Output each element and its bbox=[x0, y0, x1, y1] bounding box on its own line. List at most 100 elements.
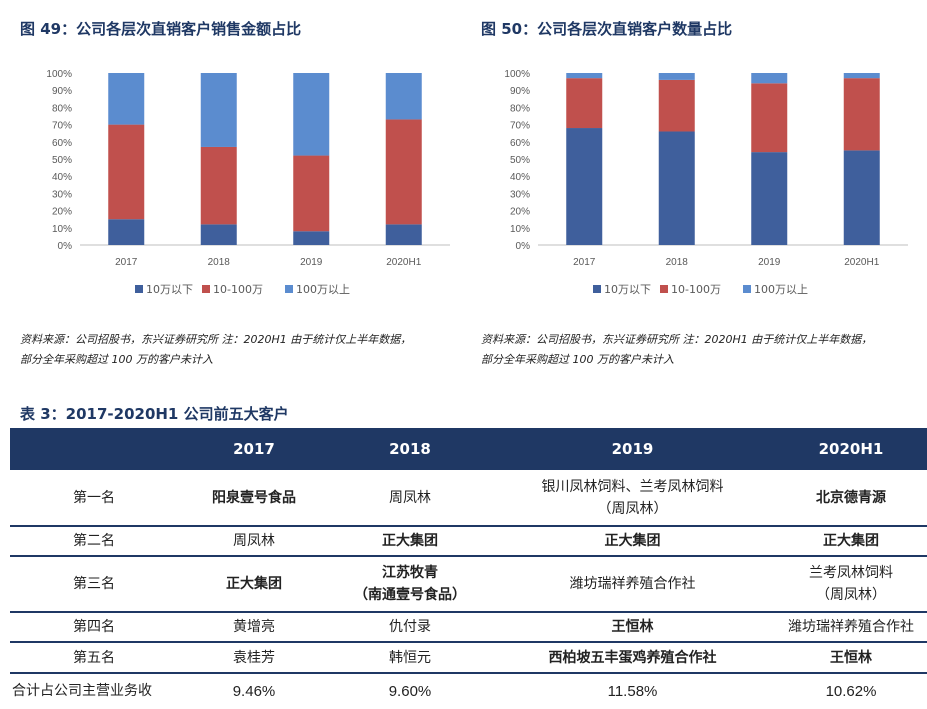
table-cell: 正大集团 bbox=[178, 556, 330, 613]
y-tick-label: 70% bbox=[510, 121, 530, 132]
header-cell: 2017 bbox=[178, 428, 330, 470]
figure-50-title: 图 50：公司各层次直销客户数量占比 bbox=[481, 20, 733, 38]
table-cell: 周凤林 bbox=[330, 470, 490, 527]
x-tick-label: 2020H1 bbox=[386, 257, 421, 268]
note-line-1: 资料来源：公司招股书，东兴证券研究所 注：2020H1 由于统计仅上半年数据， bbox=[481, 333, 873, 346]
figure-49-chart: 0% 10% 20% 30% 40% 50% 60% 70% 80% 90% 100% 2017 201… bbox=[20, 50, 460, 310]
bar-segment bbox=[385, 224, 422, 245]
y-tick-label: 80% bbox=[52, 103, 72, 114]
y-tick-label: 20% bbox=[510, 207, 530, 218]
legend-label: 100万以上 bbox=[754, 283, 808, 296]
x-tick-label: 2020H1 bbox=[844, 257, 879, 268]
legend-swatch bbox=[593, 285, 601, 293]
bar-segment bbox=[108, 124, 145, 220]
table-cell: 兰考凤林饲料 （周凤林） bbox=[775, 556, 927, 613]
legend-label: 10万以下 bbox=[146, 283, 193, 296]
chart-49-svg: 0% 10% 20% 30% 40% 50% 60% 70% 80% 90% 100% 2017 201… bbox=[46, 69, 450, 296]
table-cell: 潍坊瑞祥养殖合作社 bbox=[775, 612, 927, 643]
figure-49-title: 图 49：公司各层次直销客户销售金额占比 bbox=[20, 20, 302, 38]
bar-segment bbox=[751, 83, 788, 153]
legend-swatch bbox=[743, 285, 751, 293]
bar-segment bbox=[566, 73, 603, 79]
y-tick-label: 70% bbox=[52, 121, 72, 132]
bar-segment bbox=[385, 73, 422, 120]
table-cell: 银川凤林饲料、兰考凤林饲料 （周凤林） bbox=[490, 470, 775, 527]
row-label: 第二名 bbox=[10, 526, 178, 557]
bar-segment bbox=[108, 219, 145, 245]
figure-50-note: 资料来源：公司招股书，东兴证券研究所 注：2020H1 由于统计仅上半年数据， … bbox=[481, 330, 926, 370]
table-cell: 周凤林 bbox=[178, 526, 330, 557]
legend-label: 100万以上 bbox=[296, 283, 350, 296]
bar-segment bbox=[843, 150, 880, 245]
figure-49-note: 资料来源：公司招股书，东兴证券研究所 注：2020H1 由于统计仅上半年数据， … bbox=[20, 330, 465, 370]
y-tick-label: 20% bbox=[52, 207, 72, 218]
x-tick-label: 2017 bbox=[115, 257, 138, 268]
legend-label: 10-100万 bbox=[213, 283, 263, 296]
bar-segment bbox=[566, 78, 603, 129]
y-tick-label: 60% bbox=[52, 138, 72, 149]
bar-segment bbox=[566, 128, 603, 245]
cell-line: （周凤林） bbox=[597, 500, 668, 517]
cell-line: 兰考凤林饲料 bbox=[809, 565, 893, 581]
bar-segment bbox=[293, 231, 330, 245]
legend-swatch bbox=[135, 285, 143, 293]
bar-segment bbox=[843, 73, 880, 79]
bar-segment bbox=[200, 73, 237, 147]
row-label: 第一名 bbox=[10, 470, 178, 527]
table-title: 表 3：2017-2020H1 公司前五大客户 bbox=[20, 405, 289, 423]
row-label: 第四名 bbox=[10, 612, 178, 643]
header-cell: 2019 bbox=[490, 428, 775, 470]
table-row: 第四名 黄增亮 仇付录 王恒林 潍坊瑞祥养殖合作社 bbox=[10, 612, 927, 643]
table-cell: 北京德青源 bbox=[775, 470, 927, 527]
y-tick-label: 50% bbox=[52, 155, 72, 166]
legend-swatch bbox=[285, 285, 293, 293]
bar-segment bbox=[293, 73, 330, 156]
x-tick-label: 2017 bbox=[573, 257, 596, 268]
table-cell: 仇付录 bbox=[330, 612, 490, 643]
table-row: 第五名 袁桂芳 韩恒元 西柏坡五丰蛋鸡养殖合作社 王恒林 bbox=[10, 642, 927, 674]
bar-segment bbox=[658, 79, 695, 132]
table-cell: 9.46% bbox=[232, 682, 276, 700]
legend-label: 10-100万 bbox=[671, 283, 721, 296]
top-customers-table: 2017 2018 2019 2020H1 第一名 阳泉壹号食品 周凤林 银川凤… bbox=[10, 428, 927, 709]
cell-line: 江苏牧青 bbox=[382, 565, 438, 581]
x-tick-label: 2019 bbox=[758, 257, 781, 268]
x-tick-label: 2019 bbox=[300, 257, 323, 268]
y-tick-label: 0% bbox=[516, 241, 531, 252]
table-cell: 黄增亮 bbox=[178, 612, 330, 643]
header-cell: 2018 bbox=[330, 428, 490, 470]
row-label: 合计占公司主营业务收 bbox=[12, 683, 152, 699]
bar-segment bbox=[843, 78, 880, 151]
table-cell: 9.60% bbox=[388, 682, 432, 700]
bar-segment bbox=[293, 155, 330, 232]
bar-segment bbox=[658, 73, 695, 80]
figure-50-chart: 0% 10% 20% 30% 40% 50% 60% 70% 80% 90% 100% 2017 201… bbox=[478, 50, 918, 310]
y-tick-label: 40% bbox=[52, 172, 72, 183]
header-cell bbox=[10, 428, 178, 470]
table-row: 第一名 阳泉壹号食品 周凤林 银川凤林饲料、兰考凤林饲料 （周凤林） 北京德青源 bbox=[10, 470, 927, 527]
x-tick-label: 2018 bbox=[666, 257, 689, 268]
bar-segment bbox=[385, 119, 422, 225]
chart-50-svg: 0% 10% 20% 30% 40% 50% 60% 70% 80% 90% 100% 2017 201… bbox=[504, 69, 908, 296]
y-tick-label: 90% bbox=[52, 86, 72, 97]
note-line-2: 部分全年采购超过 100 万的客户未计入 bbox=[20, 353, 213, 366]
y-tick-label: 10% bbox=[510, 224, 530, 235]
table-cell: 正大集团 bbox=[330, 526, 490, 557]
bar-segment bbox=[658, 131, 695, 245]
header-cell: 2020H1 bbox=[775, 428, 927, 470]
y-tick-label: 90% bbox=[510, 86, 530, 97]
bar-segment bbox=[200, 224, 237, 245]
y-tick-label: 30% bbox=[52, 189, 72, 200]
cell-line: （南通壹号食品） bbox=[354, 587, 466, 603]
cell-line: （周凤林） bbox=[816, 587, 886, 603]
y-tick-label: 30% bbox=[510, 189, 530, 200]
table-cell: 正大集团 bbox=[490, 526, 775, 557]
table-cell: 王恒林 bbox=[775, 642, 927, 674]
bar-segment bbox=[108, 73, 145, 125]
y-tick-label: 60% bbox=[510, 138, 530, 149]
row-label: 第五名 bbox=[10, 642, 178, 674]
table-cell: 潍坊瑞祥养殖合作社 bbox=[490, 556, 775, 613]
table-cell: 西柏坡五丰蛋鸡养殖合作社 bbox=[490, 642, 775, 674]
y-tick-label: 10% bbox=[52, 224, 72, 235]
table-cell: 袁桂芳 bbox=[178, 642, 330, 674]
